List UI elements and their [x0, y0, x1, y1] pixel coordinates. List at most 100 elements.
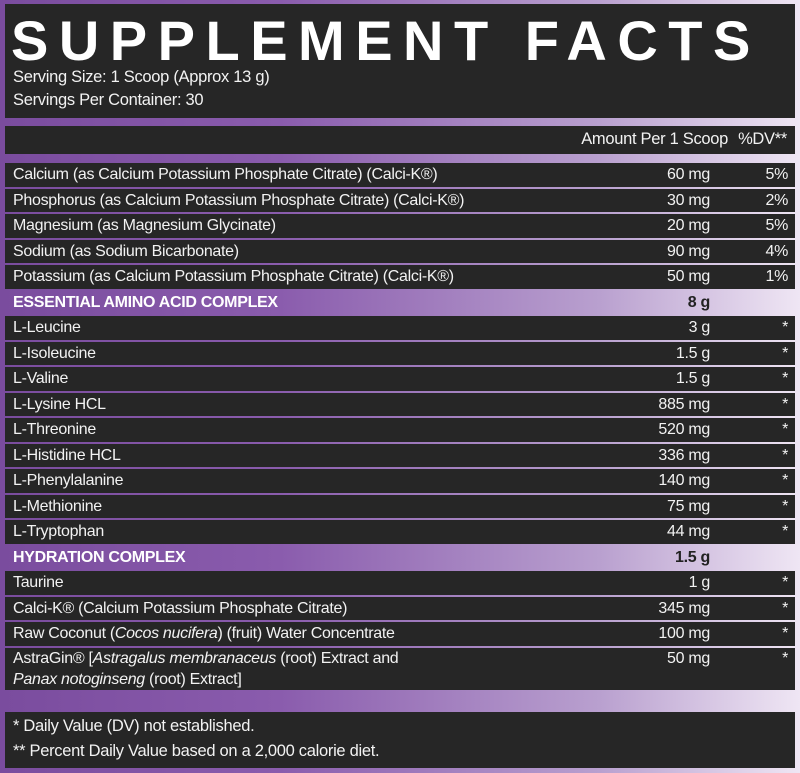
amount: 44 mg [667, 523, 710, 540]
ingredient-name-part: L-Methionine [13, 497, 102, 515]
ingredient-name-part: Cocos nucifera [114, 625, 218, 642]
amount: 75 mg [667, 497, 710, 515]
ingredient-name-part: Magnesium (as Magnesium Glycinate) [13, 217, 276, 234]
daily-value: 2% [765, 191, 788, 209]
table-row: Potassium (as Calcium Potassium Phosphat… [5, 265, 795, 289]
amount: 8 g [687, 293, 711, 311]
ingredient-name-part: L-Histidine HCL [13, 446, 121, 464]
daily-value: * [782, 523, 788, 540]
table-row: Calcium (as Calcium Potassium Phosphate … [5, 163, 795, 187]
ingredient-name-part: Raw Coconut ( [13, 625, 115, 642]
ingredient-name: Magnesium (as Magnesium Glycinate) [13, 214, 276, 237]
daily-value: * [782, 497, 788, 515]
ingredient-name: L-Histidine HCL [13, 444, 121, 467]
amount: 140 mg [658, 472, 710, 489]
daily-value: * [782, 649, 788, 667]
ingredient-name: L-Tryptophan [13, 520, 104, 543]
table-row: Raw Coconut (Cocos nucifera) (fruit) Wat… [5, 622, 795, 646]
table-row: L-Methionine 75 mg * [5, 494, 795, 518]
ingredient-name: L-Methionine [13, 495, 102, 518]
ingredient-name: ESSENTIAL AMINO ACID COMPLEX [13, 291, 278, 314]
ingredient-name: L-Phenylalanine [13, 469, 124, 492]
daily-value: * [782, 319, 788, 336]
daily-value: 5% [765, 217, 788, 234]
ingredient-name: L-Isoleucine [13, 342, 96, 365]
daily-value: * [782, 395, 788, 413]
amount: 50 mg [667, 268, 710, 285]
daily-value: * [782, 421, 788, 438]
ingredient-name-part: Phosphorus (as Calcium Potassium Phospha… [13, 191, 465, 209]
table-row: Magnesium (as Magnesium Glycinate) 20 mg 5… [5, 214, 795, 238]
ingredient-name-part: L-Lysine HCL [13, 395, 106, 413]
ingredient-name: Potassium (as Calcium Potassium Phosphat… [13, 265, 454, 288]
ingredient-name-part: Taurine [13, 574, 64, 591]
footnotes-panel: * Daily Value (DV) not established. ** P… [5, 712, 795, 768]
ingredient-name-part: Panax notoginseng [13, 670, 145, 688]
table-row: L-Isoleucine 1.5 g * [5, 341, 795, 365]
amount: 520 mg [658, 421, 710, 438]
amount: 345 mg [658, 599, 710, 617]
amount: 20 mg [667, 217, 710, 234]
table-row: Calci-K® (Calcium Potassium Phosphate Ci… [5, 596, 795, 620]
ingredient-name-part: L-Isoleucine [13, 344, 96, 362]
ingredient-name-part: Calci-K® (Calcium Potassium Phosphate Ci… [13, 599, 348, 617]
table-row: Phosphorus (as Calcium Potassium Phospha… [5, 188, 795, 212]
daily-value: 5% [765, 166, 788, 183]
ingredient-name-part: HYDRATION COMPLEX [13, 548, 186, 566]
table-row: L-Leucine 3 g * [5, 316, 795, 340]
ingredient-name-part: L-Leucine [13, 319, 81, 336]
amount: 60 mg [667, 166, 710, 183]
ingredient-name: Phosphorus (as Calcium Potassium Phospha… [13, 189, 464, 212]
nutrient-table: Calcium (as Calcium Potassium Phosphate … [5, 163, 795, 706]
daily-value: * [782, 344, 788, 362]
amount: 1 g [688, 574, 711, 591]
amount: 1.5 g [675, 370, 710, 387]
table-row: L-Lysine HCL 885 mg * [5, 392, 795, 416]
ingredient-name-part: L-Phenylalanine [13, 472, 124, 489]
ingredient-name-part: Sodium (as Sodium Bicarbonate) [13, 242, 239, 260]
table-row: L-Phenylalanine 140 mg * [5, 469, 795, 493]
ingredient-name: AstraGin® [Astragalus membranaceus (root… [13, 648, 399, 690]
amount-header: Amount Per 1 Scoop [581, 130, 729, 148]
ingredient-name-part: ) (fruit) Water Concentrate [217, 625, 395, 642]
table-row: Sodium (as Sodium Bicarbonate) 90 mg 4% [5, 239, 795, 263]
amount: 885 mg [658, 395, 710, 413]
ingredient-name-part: ESSENTIAL AMINO ACID COMPLEX [13, 293, 278, 311]
daily-value: * [782, 472, 788, 489]
ingredient-name: Raw Coconut (Cocos nucifera) (fruit) Wat… [13, 622, 395, 645]
ingredient-name: L-Threonine [13, 418, 96, 441]
title-panel: SUPPLEMENT FACTS Serving Size: 1 Scoop (… [5, 4, 795, 118]
daily-value: * [782, 446, 788, 464]
amount: 1.5 g [675, 548, 710, 566]
ingredient-name: HYDRATION COMPLEX [13, 546, 186, 569]
ingredient-name-part: (root) Extract and [276, 649, 399, 667]
table-row: L-Threonine 520 mg * [5, 418, 795, 442]
table-row: L-Valine 1.5 g * [5, 367, 795, 391]
daily-value: * [782, 574, 788, 591]
amount: 3 g [688, 319, 711, 336]
table-row: L-Histidine HCL 336 mg * [5, 443, 795, 467]
footnote: ** Percent Daily Value based on a 2,000 … [13, 742, 380, 760]
ingredient-name: Sodium (as Sodium Bicarbonate) [13, 240, 239, 263]
ingredient-name-part: (root) Extract] [144, 670, 242, 688]
ingredient-name: L-Leucine [13, 316, 81, 339]
ingredient-name-part: AstraGin® [ [13, 649, 93, 667]
ingredient-name: Taurine [13, 571, 64, 594]
ingredient-name-part: Potassium (as Calcium Potassium Phosphat… [13, 268, 454, 285]
ingredient-name: L-Lysine HCL [13, 393, 106, 416]
section-header-row: HYDRATION COMPLEX 1.5 g [5, 546, 795, 570]
amount: 50 mg [667, 649, 710, 667]
ingredient-name-part: L-Valine [13, 370, 69, 387]
daily-value: * [782, 370, 788, 387]
table-row: AstraGin® [Astragalus membranaceus (root… [5, 647, 795, 690]
ingredient-name-part: Calcium (as Calcium Potassium Phosphate … [13, 166, 438, 183]
table-row: Taurine 1 g * [5, 571, 795, 595]
daily-value: * [782, 625, 788, 642]
daily-value: 1% [765, 268, 788, 285]
page-title: SUPPLEMENT FACTS [11, 9, 761, 72]
amount: 1.5 g [675, 344, 710, 362]
daily-value: * [782, 599, 788, 617]
ingredient-name-part: L-Tryptophan [13, 523, 104, 540]
ingredient-name-part: L-Threonine [13, 421, 96, 438]
footnote: * Daily Value (DV) not established. [13, 717, 255, 735]
